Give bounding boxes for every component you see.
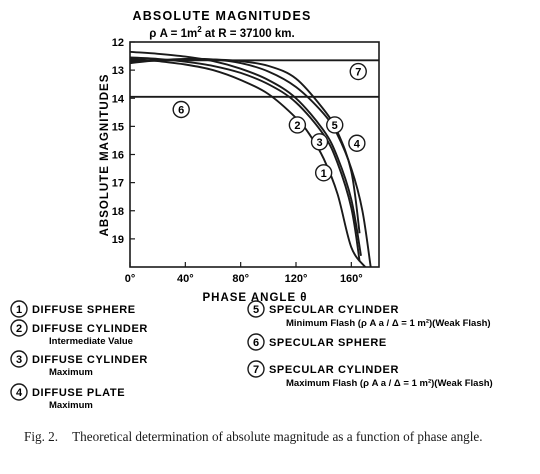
curve-2 <box>130 56 361 262</box>
plot-frame <box>129 41 380 268</box>
curve-label-4: 4 <box>354 138 361 150</box>
curve-label-circle <box>326 116 344 134</box>
legend-subtitle: Maximum <box>49 367 93 378</box>
legend-number: 1 <box>16 304 22 316</box>
legend-circle <box>247 360 265 378</box>
y-tick-label: 12 <box>112 37 124 49</box>
curve-label-1: 1 <box>321 168 327 180</box>
legend-subtitle: Intermediate Value <box>49 336 133 347</box>
y-tick-label: 17 <box>112 178 124 190</box>
legend-number: 4 <box>16 387 23 399</box>
x-tick-label: 40° <box>177 273 194 285</box>
legend-title: DIFFUSE PLATE <box>32 387 125 399</box>
x-tick-label: 160° <box>340 273 363 285</box>
x-axis-label: PHASE ANGLE θ <box>202 292 307 304</box>
subtitle-part-b: at R = 37100 km. <box>202 28 295 40</box>
curve-label-circle <box>314 164 333 182</box>
legend-subtitle: Maximum Flash (ρ A a / Δ = 1 m²)(Weak Fl… <box>286 378 493 389</box>
legend-circle <box>10 300 28 318</box>
curves-layer <box>130 50 379 267</box>
legend-title: DIFFUSE CYLINDER <box>32 323 148 335</box>
curve-label-circle <box>349 62 367 81</box>
y-tick-label: 19 <box>112 234 124 246</box>
legend-number: 7 <box>253 364 259 376</box>
legend-circle <box>10 319 28 337</box>
curve-label-circle <box>310 133 329 151</box>
chart-subtitle: ρ A = 1m2 at R = 37100 km. <box>149 25 294 40</box>
figure-caption: Fig. 2. Theoretical determination of abso… <box>24 428 524 446</box>
curve-label-2: 2 <box>294 120 300 132</box>
legend-title: DIFFUSE CYLINDER <box>32 354 148 366</box>
y-axis-label: ABSOLUTE MAGNITUDES <box>99 74 111 237</box>
curve-label-6: 6 <box>178 105 184 117</box>
curve-3 <box>130 50 362 256</box>
y-tick-label: 13 <box>112 65 124 77</box>
legend-circle <box>10 383 28 401</box>
curve-label-circle <box>288 116 307 134</box>
x-tick-label: 0° <box>125 273 136 285</box>
curve-label-circle <box>172 100 190 119</box>
subtitle-superscript: 2 <box>197 25 202 34</box>
legend-circle <box>10 350 28 368</box>
legend-title: SPECULAR CYLINDER <box>269 304 399 316</box>
legend-title: SPECULAR CYLINDER <box>269 364 399 376</box>
curve-4 <box>130 57 372 267</box>
subtitle-part-a: ρ A = 1m <box>149 28 197 40</box>
curve-label-5: 5 <box>332 120 338 132</box>
curve-labels-layer: 1 2 3 4 5 6 7 <box>172 62 367 182</box>
figure-caption-text: Theoretical determination of absolute ma… <box>72 429 483 444</box>
curve-label-3: 3 <box>316 137 322 149</box>
y-tick-label: 18 <box>112 206 124 218</box>
chart-title: ABSOLUTE MAGNITUDES <box>132 9 311 23</box>
legend-title: DIFFUSE SPHERE <box>32 304 136 316</box>
y-tick-label: 15 <box>112 121 124 133</box>
y-tick-label: 16 <box>112 150 124 162</box>
x-tick-label: 120° <box>285 273 308 285</box>
legend-circle <box>247 333 265 351</box>
legend-circle <box>247 300 265 318</box>
legend-number: 2 <box>16 323 22 335</box>
curve-1 <box>130 57 366 267</box>
y-tick-label: 14 <box>112 93 125 105</box>
figure-caption-label: Fig. 2. <box>24 429 59 444</box>
curve-label-7: 7 <box>355 67 361 79</box>
curve-label-circle <box>348 134 366 152</box>
legend-title: SPECULAR SPHERE <box>269 337 387 349</box>
legend-number: 6 <box>253 337 259 349</box>
legend-subtitle: Minimum Flash (ρ A a / Δ = 1 m²)(Weak Fl… <box>286 318 491 329</box>
x-tick-label: 80° <box>232 273 249 285</box>
legend-subtitle: Maximum <box>49 400 93 411</box>
legend-number: 5 <box>253 304 259 316</box>
legend-number: 3 <box>16 354 22 366</box>
